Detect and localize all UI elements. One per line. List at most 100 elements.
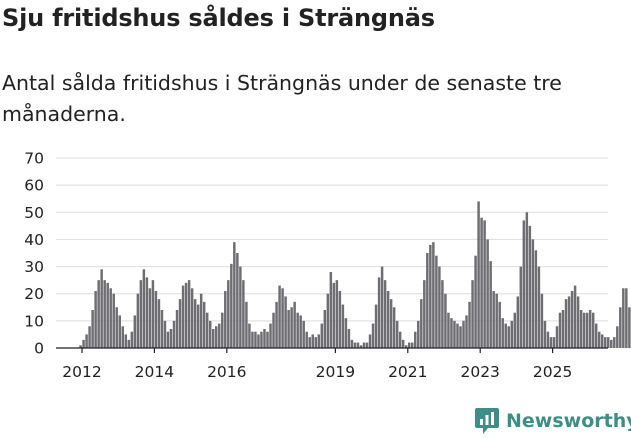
bar	[335, 280, 339, 348]
bar	[344, 318, 348, 348]
bar	[329, 272, 333, 348]
bar	[435, 255, 438, 348]
bar	[181, 285, 185, 348]
x-axis	[56, 347, 608, 353]
bar	[414, 331, 417, 348]
bar	[582, 312, 586, 348]
bar	[519, 266, 523, 348]
bars	[79, 201, 631, 348]
bar	[576, 296, 580, 348]
bar	[154, 291, 158, 348]
bar	[561, 310, 565, 348]
y-tick-label: 40	[24, 231, 44, 249]
bar	[573, 285, 577, 348]
bar	[284, 296, 287, 348]
bar	[224, 291, 227, 348]
bar	[100, 269, 103, 348]
bar	[531, 239, 535, 348]
chart-title: Sju fritidshus såldes i Strängnäs	[2, 4, 435, 32]
bar	[79, 345, 82, 348]
bar	[115, 307, 118, 348]
bar	[278, 285, 281, 348]
bar	[453, 320, 456, 348]
bar	[272, 312, 275, 348]
bar	[106, 282, 109, 348]
bar	[218, 323, 221, 348]
bar	[522, 220, 526, 348]
bar	[628, 307, 631, 348]
bar	[151, 280, 155, 348]
bar	[555, 326, 559, 348]
y-tick-label: 30	[24, 258, 44, 276]
bar	[317, 334, 321, 348]
bar	[594, 323, 598, 348]
bar	[395, 320, 399, 348]
bar	[127, 339, 131, 348]
bar	[320, 323, 324, 348]
bar	[160, 310, 164, 348]
bar	[567, 296, 571, 348]
bar	[196, 304, 200, 348]
bar	[136, 293, 140, 348]
bar	[332, 282, 336, 348]
bar	[338, 291, 342, 348]
bar	[341, 304, 345, 348]
bar	[546, 331, 550, 348]
bar	[112, 293, 115, 348]
bar	[432, 242, 435, 348]
bar	[326, 293, 330, 348]
bar	[558, 312, 562, 348]
bar	[492, 291, 495, 348]
bar	[205, 312, 209, 348]
bar	[350, 339, 354, 348]
bar	[507, 326, 510, 348]
bar	[212, 329, 215, 348]
bar	[398, 331, 402, 348]
bar	[251, 331, 254, 348]
bar	[275, 301, 278, 348]
bar	[465, 315, 468, 348]
bar	[564, 299, 568, 348]
bar	[438, 266, 441, 348]
bar	[495, 293, 498, 348]
bar	[459, 326, 462, 348]
bar	[296, 312, 299, 348]
bar	[239, 266, 242, 348]
y-tick-label: 20	[24, 285, 44, 303]
bar	[365, 342, 369, 348]
bar	[383, 280, 387, 348]
bar	[613, 337, 616, 348]
bar	[420, 299, 423, 348]
bar	[103, 280, 106, 348]
bar	[227, 280, 230, 348]
bar	[299, 315, 302, 348]
bar	[610, 339, 613, 348]
x-tick-label: 2025	[533, 363, 572, 381]
bar	[619, 307, 622, 348]
bar	[290, 307, 293, 348]
bar	[429, 244, 432, 348]
bar	[477, 201, 480, 348]
bar	[124, 334, 128, 348]
bar	[622, 288, 625, 348]
bar	[607, 337, 610, 348]
bar	[242, 280, 245, 348]
bar	[368, 334, 372, 348]
bar	[444, 293, 447, 348]
bar	[190, 288, 194, 348]
bar	[347, 329, 351, 348]
x-tick-label: 2012	[62, 363, 101, 381]
x-tick-label: 2021	[388, 363, 427, 381]
bar	[591, 312, 595, 348]
bar	[450, 318, 453, 348]
bar	[91, 310, 94, 348]
bar	[248, 323, 251, 348]
bar	[193, 299, 197, 348]
bar	[528, 225, 532, 348]
bar	[308, 337, 311, 348]
bar	[462, 320, 465, 348]
bar	[471, 280, 474, 348]
bar	[172, 320, 176, 348]
y-axis-labels: 0 10 20 30 40 50 60 70	[24, 150, 44, 358]
bar	[625, 288, 628, 348]
